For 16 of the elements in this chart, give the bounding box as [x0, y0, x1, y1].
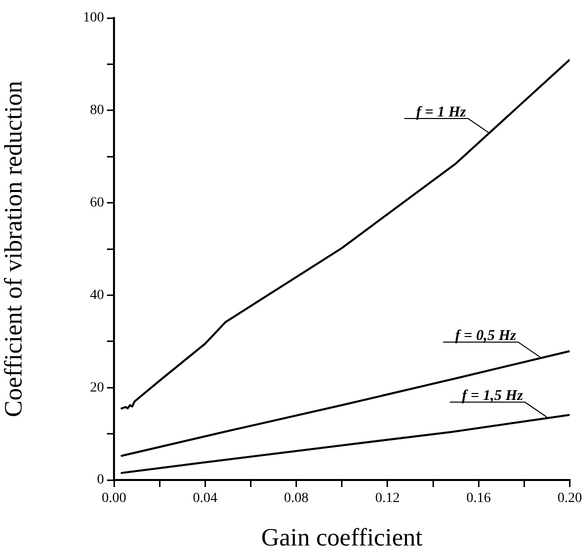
y-tick-label: 0 [97, 472, 104, 488]
y-tick-label: 40 [90, 288, 104, 303]
y-axis-title: Coefficient of vibration reduction [0, 80, 28, 418]
y-tick-label: 100 [83, 10, 104, 26]
x-axis-title: Gain coefficient [261, 524, 423, 552]
y-tick-label: 60 [90, 195, 104, 210]
x-tick-label: 0.16 [466, 491, 491, 506]
x-tick-label: 0.12 [375, 491, 400, 506]
x-tick-label: 0.04 [192, 491, 218, 506]
x-tick-label: 0.08 [284, 491, 309, 506]
x-tick-label: 0.00 [102, 491, 126, 506]
annotation: f = 1,5 Hz [462, 388, 524, 404]
annotation: f = 0,5 Hz [455, 328, 516, 344]
y-tick-label: 80 [90, 103, 104, 118]
x-tick-label: 0.20 [558, 491, 582, 506]
y-tick-label: 20 [90, 380, 104, 396]
